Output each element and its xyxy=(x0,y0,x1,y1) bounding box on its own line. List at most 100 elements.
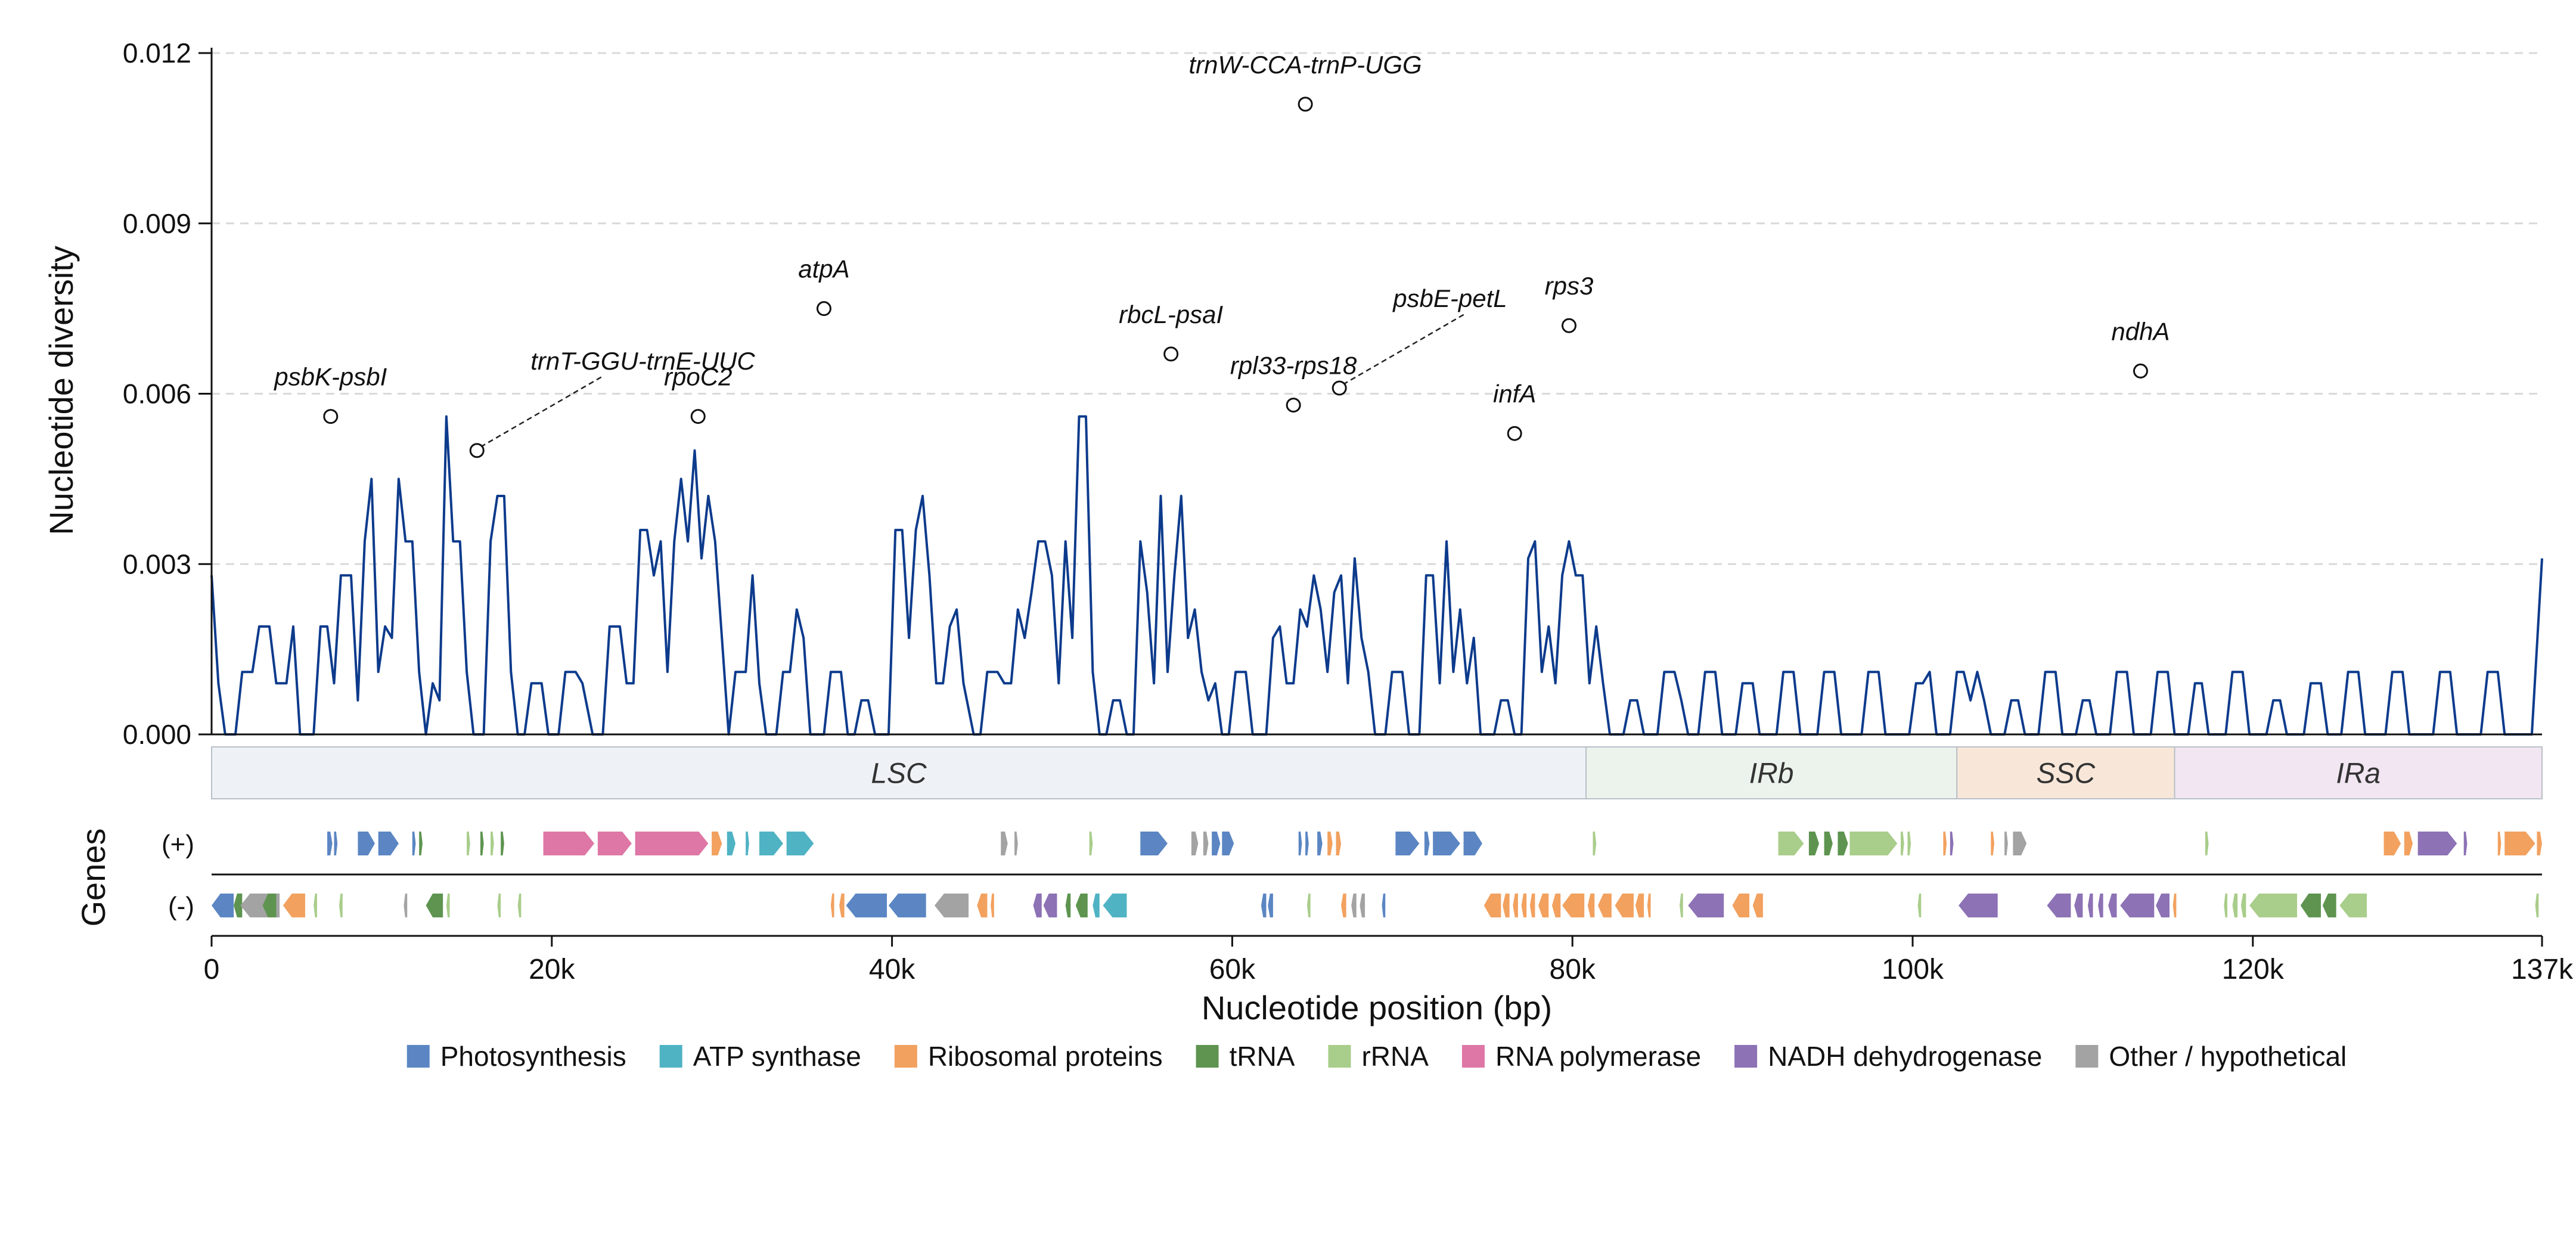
gene-arrow xyxy=(1433,832,1460,855)
gene-arrow xyxy=(1901,832,1904,855)
region-irb xyxy=(1585,746,1958,799)
peak-marker xyxy=(1298,97,1313,112)
gene-arrow xyxy=(1065,894,1071,917)
gene-arrow xyxy=(1959,894,1998,917)
legend-swatch xyxy=(1328,1045,1351,1068)
peak-marker xyxy=(816,301,831,317)
legend-swatch xyxy=(1734,1045,1758,1068)
gene-arrow xyxy=(2108,894,2117,917)
gene-arrow xyxy=(358,832,375,855)
gene-arrow xyxy=(212,894,234,917)
gene-track-title: Genes xyxy=(75,829,112,927)
legend-label: NADH dehydrogenase xyxy=(1768,1041,2042,1072)
gene-arrow xyxy=(1529,894,1535,917)
gene-arrow xyxy=(234,894,243,917)
gene-arrow xyxy=(446,894,450,917)
peak-label: psbE-petL xyxy=(1392,284,1507,312)
gene-arrow xyxy=(1103,894,1127,917)
peak-marker xyxy=(469,443,485,458)
gene-arrow xyxy=(635,832,709,855)
gene-arrow xyxy=(1950,832,1954,855)
gene-arrow xyxy=(1647,894,1651,917)
legend-label: ATP synthase xyxy=(693,1041,861,1072)
gene-arrow xyxy=(2205,832,2209,855)
gene-arrow xyxy=(977,894,988,917)
peak-marker xyxy=(1163,346,1179,362)
gene-arrow xyxy=(1093,894,1100,917)
gene-arrow xyxy=(2417,832,2457,855)
gene-arrow xyxy=(283,894,305,917)
gene-arrow xyxy=(1688,894,1724,917)
gene-arrow xyxy=(1140,832,1168,855)
gene-arrow xyxy=(2463,832,2468,855)
peak-label: atpA xyxy=(798,255,849,283)
gene-arrow xyxy=(1615,894,1634,917)
legend-label: tRNA xyxy=(1230,1041,1295,1072)
peak-marker xyxy=(1332,380,1347,396)
gene-arrow xyxy=(1298,832,1302,855)
gene-arrow xyxy=(2240,894,2246,917)
legend-swatch xyxy=(1196,1045,1219,1068)
region-label: IRa xyxy=(2336,758,2381,790)
legend-label: RNA polymerase xyxy=(1495,1041,1701,1072)
gene-arrow xyxy=(1635,894,1644,917)
gene-arrow xyxy=(1395,832,1420,855)
gene-arrow xyxy=(334,832,338,855)
gene-arrow xyxy=(1538,894,1549,917)
legend-label: Other / hypothetical xyxy=(2109,1041,2347,1072)
gene-arrow xyxy=(426,894,443,917)
gene-arrow xyxy=(1341,894,1346,917)
gene-arrow xyxy=(2074,894,2083,917)
gene-arrow xyxy=(1849,832,1898,855)
gene-arrow xyxy=(1991,832,1995,855)
gene-arrow xyxy=(1360,894,1365,917)
legend-label: rRNA xyxy=(1361,1041,1429,1072)
gene-arrow xyxy=(2224,894,2228,917)
peak-label: rpoC2 xyxy=(664,363,732,391)
peak-marker xyxy=(323,409,339,424)
diversity-line xyxy=(210,415,2543,736)
gene-arrow xyxy=(846,894,887,917)
peak-marker xyxy=(1562,318,1577,333)
y-axis-label: Nucleotide diversity xyxy=(42,246,80,535)
gene-arrow xyxy=(839,894,845,917)
gene-arrow xyxy=(314,894,317,917)
gene-arrow xyxy=(1587,894,1595,917)
y-tick-label: 0.000 xyxy=(123,719,191,750)
strand-plus-label: (+) xyxy=(162,830,194,859)
gene-arrow xyxy=(2172,894,2177,917)
x-tick-label: 20k xyxy=(529,954,575,985)
gene-arrow xyxy=(2537,832,2542,855)
region-ira xyxy=(2174,746,2543,799)
gene-arrow xyxy=(1907,832,1911,855)
region-label: IRb xyxy=(1749,758,1794,790)
region-bar: LSC IRb SSC IRa xyxy=(211,746,2543,799)
gene-arrow xyxy=(404,894,408,917)
gridlines xyxy=(212,52,2542,565)
peak-label: rps3 xyxy=(1545,272,1594,300)
gene-arrow xyxy=(2098,894,2103,917)
legend: Photosynthesis ATP synthase Ribosomal prot… xyxy=(406,1041,2347,1072)
gene-arrow xyxy=(1732,894,1750,917)
x-tick-label: 80k xyxy=(1550,954,1596,985)
gene-arrow xyxy=(1551,894,1561,917)
region-label: LSC xyxy=(871,758,927,790)
gene-arrow xyxy=(1598,894,1612,917)
gene-arrow xyxy=(1075,894,1088,917)
gene-arrow xyxy=(491,832,494,855)
peak-label: rbcL-psaI xyxy=(1119,300,1223,328)
gene-arrow xyxy=(1483,894,1501,917)
axes: 0.000 0.003 0.006 0.009 0.012 0 20k 40k 60k 80k 10… xyxy=(123,38,2574,985)
gene-arrow xyxy=(1351,894,1357,917)
x-tick-label: 120k xyxy=(2222,954,2285,985)
gene-arrow xyxy=(1336,832,1342,855)
y-tick-label: 0.012 xyxy=(123,38,191,69)
gene-arrow xyxy=(2504,832,2535,855)
gene-arrow xyxy=(480,832,484,855)
gene-arrow xyxy=(1382,894,1386,917)
gene-arrow xyxy=(1268,894,1273,917)
gene-arrow xyxy=(712,832,722,855)
peak-label: infA xyxy=(1493,380,1536,408)
gene-arrow xyxy=(2232,894,2238,917)
